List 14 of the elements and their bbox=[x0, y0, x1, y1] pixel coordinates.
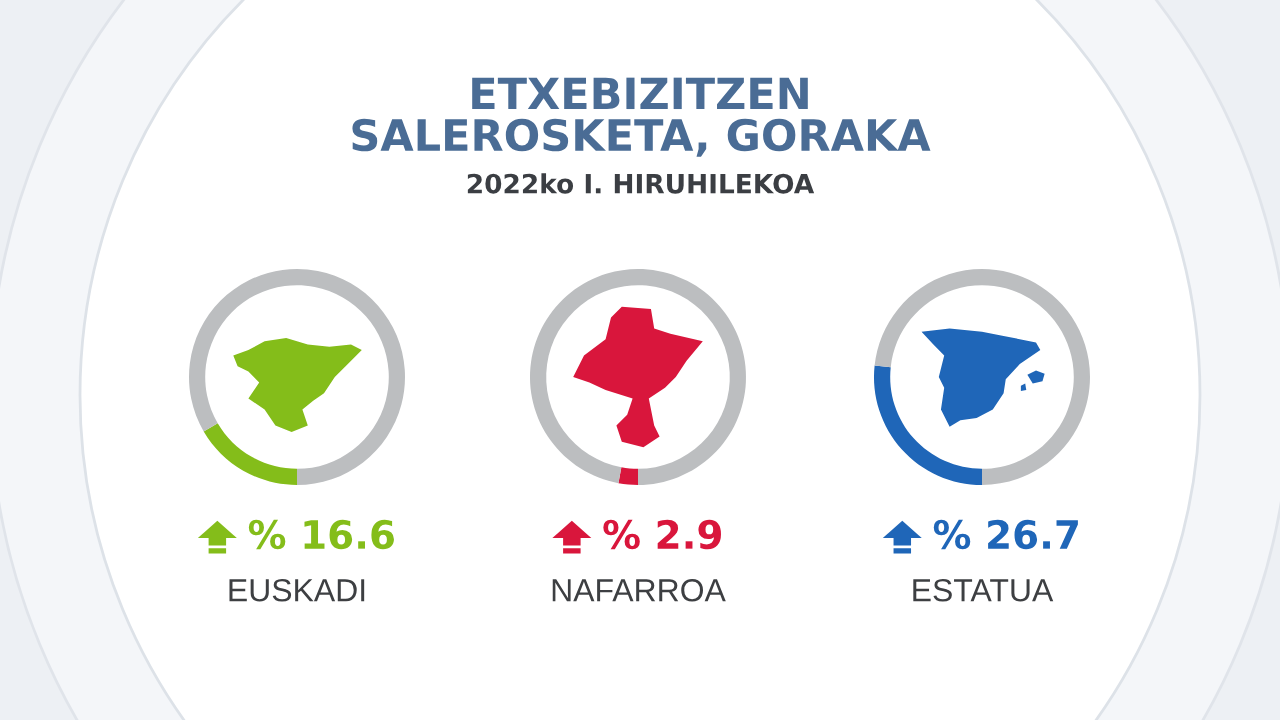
text: ESTATUA bbox=[913, 578, 1054, 602]
donut-slice bbox=[618, 467, 638, 485]
donut-slice bbox=[874, 269, 1090, 485]
donut-slice bbox=[203, 423, 297, 485]
text: EUSKADI bbox=[229, 578, 365, 602]
data-label: % 2.9 bbox=[603, 519, 721, 550]
donut-slice bbox=[189, 269, 405, 485]
text: ETXEBIZITZEN SALEROSKETA, GORAKA bbox=[352, 77, 931, 157]
donut-slice bbox=[530, 269, 746, 485]
data-label: % 26.7 bbox=[933, 519, 1078, 550]
text: NAFARROA bbox=[552, 578, 726, 602]
donut-slice bbox=[874, 365, 982, 485]
data-label: % 16.6 bbox=[248, 519, 394, 550]
text: 2022ko I. HIRUHILEKOA bbox=[467, 173, 815, 194]
